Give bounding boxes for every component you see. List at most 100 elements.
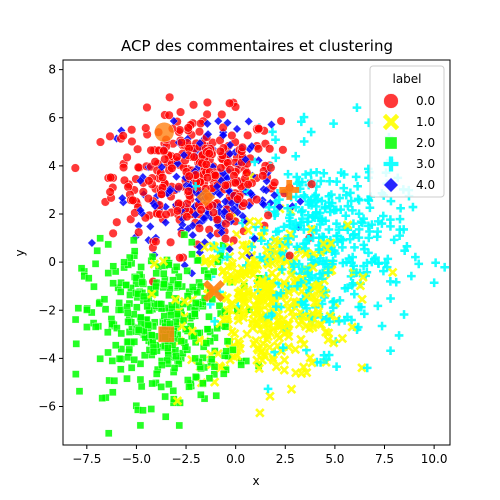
data-point-series-2.0 [124,309,131,316]
data-point-series-0.0 [231,178,240,187]
data-point-series-0.0 [243,131,252,140]
data-point-series-2.0 [140,293,147,300]
data-point-series-2.0 [126,346,133,353]
data-point-series-2.0 [184,377,191,384]
data-point-series-0.0 [128,196,137,205]
data-point-series-2.0 [137,376,144,383]
data-point-series-2.0 [173,263,180,270]
data-point-series-2.0 [220,370,227,377]
data-point-series-0.0 [270,178,279,187]
data-point-series-2.0 [160,281,167,288]
data-point-series-0.0 [252,195,261,204]
data-point-series-2.0 [137,360,144,367]
legend-label: 2.0 [416,136,435,150]
data-point-series-2.0 [116,299,123,306]
data-point-series-2.0 [189,251,196,258]
data-point-series-0.0 [106,188,115,197]
data-point-series-2.0 [160,270,167,277]
data-point-series-2.0 [211,363,218,370]
data-point-series-2.0 [123,282,130,289]
data-point-series-2.0 [76,388,83,395]
data-point-series-0.0 [184,187,193,196]
y-tick-label: −6 [38,400,56,414]
data-point-series-2.0 [131,248,138,255]
data-point-series-0.0 [157,190,166,199]
data-point-series-0.0 [216,147,225,156]
data-point-series-0.0 [119,131,128,140]
data-point-series-2.0 [123,375,130,382]
data-point-series-2.0 [130,237,137,244]
y-tick-label: 6 [48,111,56,125]
data-point-series-0.0 [185,172,194,181]
data-point-series-2.0 [90,283,97,290]
data-point-series-0.0 [166,238,175,247]
data-point-series-0.0 [106,132,115,141]
data-point-series-2.0 [192,355,199,362]
legend-label: 1.0 [416,115,435,129]
data-point-series-2.0 [105,430,112,437]
x-tick-label: 7.5 [375,452,394,466]
y-tick-label: 4 [48,159,56,173]
data-point-series-2.0 [174,281,181,288]
data-point-series-0.0 [177,138,186,147]
data-point-series-2.0 [188,239,195,246]
data-point-series-2.0 [105,241,112,248]
data-point-series-2.0 [162,393,169,400]
data-point-series-2.0 [83,306,90,313]
data-point-series-0.0 [217,164,226,173]
data-point-series-2.0 [222,323,229,330]
data-point-series-0.0 [134,228,143,237]
data-point-series-0.0 [264,211,273,220]
data-point-series-2.0 [173,353,180,360]
data-point-series-0.0 [254,124,263,133]
data-point-series-0.0 [176,108,185,117]
data-point-series-2.0 [72,316,79,323]
data-point-series-0.0 [145,176,154,185]
data-point-series-2.0 [153,370,160,377]
data-point-series-2.0 [153,270,160,277]
data-point-series-2.0 [166,320,173,327]
data-point-series-0.0 [173,153,182,162]
data-point-series-2.0 [181,231,188,238]
data-point-series-0.0 [160,146,169,155]
legend-title: label [392,72,421,86]
centroid-0 [154,122,174,142]
data-point-series-2.0 [164,344,171,351]
data-point-series-2.0 [186,383,193,390]
data-point-series-0.0 [183,212,192,221]
data-point-series-2.0 [174,310,181,317]
x-tick-label: 0.0 [226,452,245,466]
data-point-series-2.0 [178,338,185,345]
data-point-series-0.0 [211,171,220,180]
data-point-series-2.0 [112,342,119,349]
data-point-series-2.0 [97,235,104,242]
data-point-series-0.0 [205,149,214,158]
data-point-series-2.0 [158,301,165,308]
data-point-series-2.0 [149,253,156,260]
data-point-series-0.0 [143,103,152,112]
data-point-series-2.0 [125,318,132,325]
data-point-series-2.0 [158,362,165,369]
data-point-series-2.0 [205,313,212,320]
data-point-series-0.0 [197,206,206,215]
x-tick-label: −2.5 [171,452,200,466]
data-point-series-2.0 [195,257,202,264]
data-point-series-0.0 [285,251,294,260]
data-point-series-2.0 [150,348,157,355]
data-point-series-2.0 [116,355,123,362]
data-point-series-0.0 [228,131,237,140]
data-point-series-2.0 [72,371,79,378]
data-point-series-0.0 [221,181,230,190]
data-point-series-0.0 [106,173,115,182]
data-point-series-0.0 [160,155,169,164]
legend-marker-0.0 [384,94,399,109]
data-point-series-2.0 [94,247,101,254]
data-point-series-2.0 [162,413,169,420]
data-point-series-2.0 [104,329,111,336]
y-axis-label: y [13,249,27,256]
data-point-series-0.0 [112,218,121,227]
data-point-series-2.0 [208,356,215,363]
data-point-series-2.0 [152,283,159,290]
data-point-series-0.0 [173,206,182,215]
data-point-series-0.0 [152,237,161,246]
